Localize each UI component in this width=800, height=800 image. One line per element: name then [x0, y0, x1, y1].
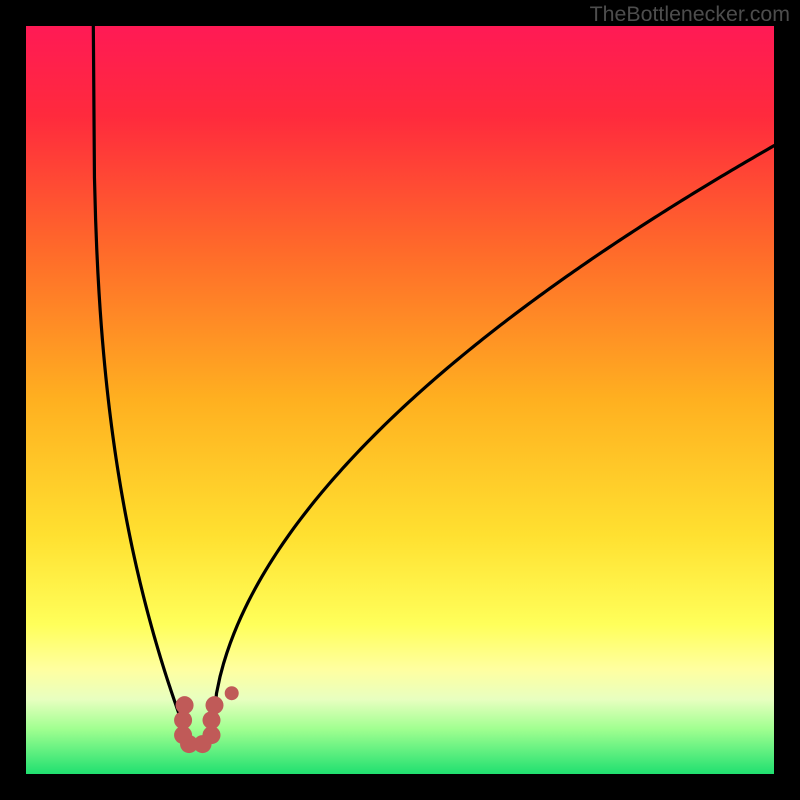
plot-gradient-bg: [26, 26, 774, 774]
bottleneck-chart: [0, 0, 800, 800]
watermark-text: TheBottlenecker.com: [590, 2, 790, 27]
valley-marker-dot: [225, 686, 239, 700]
valley-marker-dot: [203, 711, 221, 729]
valley-marker-dot: [205, 696, 223, 714]
chart-container: TheBottlenecker.com: [0, 0, 800, 800]
